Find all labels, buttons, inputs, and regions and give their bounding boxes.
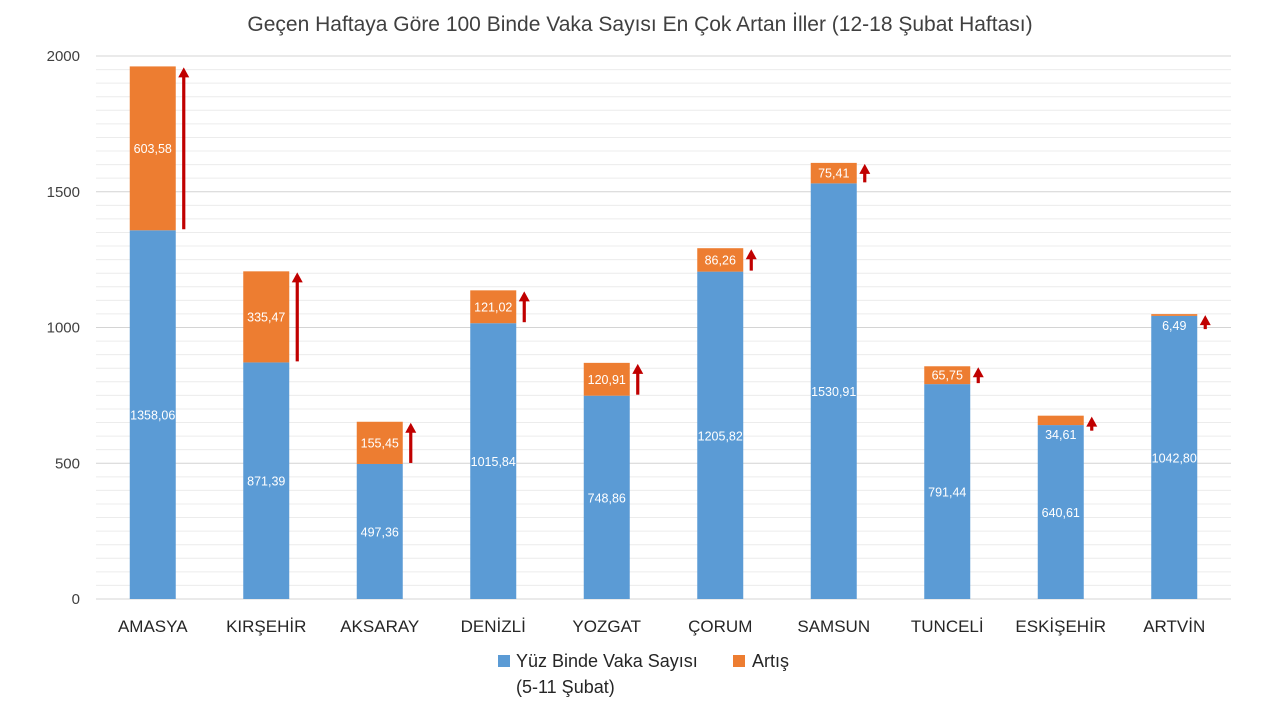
bar-base-tunceli̇ bbox=[924, 384, 971, 599]
category-label: ARTVİN bbox=[1143, 617, 1205, 636]
arrow-up-icon bbox=[632, 363, 644, 374]
data-label: 1530,91 bbox=[811, 385, 856, 399]
arrow-up-icon bbox=[859, 163, 871, 174]
bar-increase-artvi̇n bbox=[1151, 314, 1198, 316]
bar-increase-amasya bbox=[129, 66, 176, 231]
data-label: 640,61 bbox=[1042, 506, 1080, 520]
data-label: 155,45 bbox=[361, 436, 399, 450]
data-label: 6,49 bbox=[1162, 319, 1186, 333]
category-label: KIRŞEHİR bbox=[226, 617, 306, 636]
data-label: 748,86 bbox=[588, 491, 626, 505]
data-label: 1042,80 bbox=[1152, 451, 1197, 465]
bar-increase-deni̇zli̇ bbox=[470, 290, 517, 324]
bar-increase-tunceli̇ bbox=[924, 366, 971, 385]
bar-increase-eski̇şehi̇r bbox=[1037, 415, 1084, 426]
chart-title: Geçen Haftaya Göre 100 Binde Vaka Sayısı… bbox=[247, 13, 1032, 36]
bar-base-samsun bbox=[810, 183, 857, 599]
data-label: 121,02 bbox=[474, 300, 512, 314]
arrow-up-icon bbox=[745, 249, 757, 260]
bar-increase-yozgat bbox=[583, 362, 630, 396]
category-label: YOZGAT bbox=[572, 617, 641, 636]
legend-label-increase: Artış bbox=[752, 651, 789, 671]
legend-swatch-base bbox=[498, 655, 510, 667]
arrow-up-icon bbox=[1086, 416, 1098, 427]
category-label: DENİZLİ bbox=[461, 617, 526, 636]
data-label: 603,58 bbox=[134, 142, 172, 156]
bar-base-kirşehi̇r bbox=[243, 362, 290, 599]
increase-arrows bbox=[178, 67, 1211, 463]
legend: Yüz Binde Vaka Sayısı (5-11 Şubat) Artış bbox=[498, 651, 789, 697]
category-label: AMASYA bbox=[118, 617, 188, 636]
category-label: TUNCELİ bbox=[911, 617, 984, 636]
bar-base-artvi̇n bbox=[1151, 315, 1198, 599]
y-tick-label: 1500 bbox=[47, 184, 80, 201]
arrow-up-icon bbox=[291, 272, 303, 283]
data-label: 120,91 bbox=[588, 373, 626, 387]
arrow-up-icon bbox=[178, 67, 190, 78]
legend-swatch-increase bbox=[733, 655, 745, 667]
bar-increase-çorum bbox=[697, 248, 744, 272]
bar-increase-samsun bbox=[810, 162, 857, 184]
bar-base-yozgat bbox=[583, 395, 630, 599]
y-tick-label: 500 bbox=[55, 455, 80, 472]
y-tick-label: 1000 bbox=[47, 320, 80, 337]
data-label: 65,75 bbox=[932, 369, 963, 383]
category-label: SAMSUN bbox=[797, 617, 870, 636]
category-label: ÇORUM bbox=[688, 617, 752, 636]
bar-base-aksaray bbox=[356, 463, 403, 599]
y-tick-label: 2000 bbox=[47, 48, 80, 65]
data-label: 1205,82 bbox=[698, 429, 743, 443]
y-axis-tick-labels: 0 500 1000 1500 2000 bbox=[47, 48, 80, 608]
data-label: 497,36 bbox=[361, 525, 399, 539]
y-tick-label: 0 bbox=[72, 591, 80, 608]
category-label: ESKİŞEHİR bbox=[1015, 617, 1106, 636]
data-label: 75,41 bbox=[818, 167, 849, 181]
bar-base-deni̇zli̇ bbox=[470, 323, 517, 599]
arrow-up-icon bbox=[1199, 315, 1211, 326]
bar-increase-kirşehi̇r bbox=[243, 271, 290, 363]
bar-base-eski̇şehi̇r bbox=[1037, 425, 1084, 599]
legend-label-base: Yüz Binde Vaka Sayısı bbox=[516, 651, 698, 671]
data-label: 86,26 bbox=[705, 253, 736, 267]
arrow-up-icon bbox=[405, 422, 417, 433]
bar-increase-aksaray bbox=[356, 421, 403, 464]
data-label: 1358,06 bbox=[130, 409, 175, 423]
bar-base-amasya bbox=[129, 230, 176, 599]
arrow-up-icon bbox=[518, 291, 530, 302]
category-label: AKSARAY bbox=[340, 617, 419, 636]
bar-base-çorum bbox=[697, 271, 744, 599]
data-label: 791,44 bbox=[928, 486, 966, 500]
arrow-up-icon bbox=[972, 367, 984, 378]
data-label: 871,39 bbox=[247, 475, 285, 489]
data-label: 34,61 bbox=[1045, 428, 1076, 442]
x-axis-category-labels: AMASYA KIRŞEHİR AKSARAY DENİZLİ YOZGAT ÇORUM S… bbox=[118, 617, 1205, 636]
data-label: 335,47 bbox=[247, 310, 285, 324]
legend-label-base: (5-11 Şubat) bbox=[516, 677, 615, 697]
data-label: 1015,84 bbox=[471, 455, 516, 469]
bars: 1358,06 603,58 871,39 335,47 497,36 155,45 101… bbox=[129, 66, 1198, 599]
